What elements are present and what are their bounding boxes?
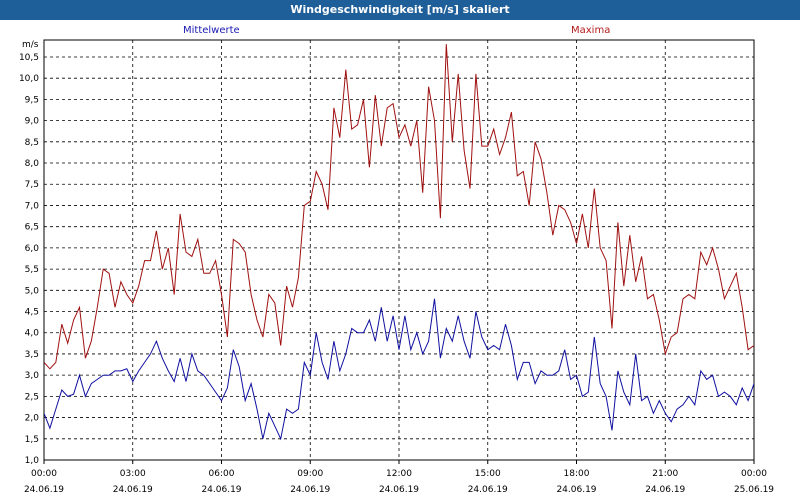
y-tick-label: 4,0 bbox=[25, 329, 40, 339]
legend-maxima: Maxima bbox=[571, 25, 611, 36]
x-tick-time: 03:00 bbox=[120, 469, 146, 479]
y-tick-label: 10,0 bbox=[19, 74, 39, 84]
x-tick-time: 12:00 bbox=[386, 469, 412, 479]
x-tick-date: 24.06.19 bbox=[379, 485, 419, 495]
x-tick-time: 09:00 bbox=[297, 469, 323, 479]
x-tick-date: 24.06.19 bbox=[113, 485, 153, 495]
x-tick-date: 24.06.19 bbox=[645, 485, 685, 495]
series-line-mittelwerte bbox=[44, 298, 754, 441]
y-tick-label: 7,0 bbox=[25, 201, 40, 211]
y-tick-label: 3,0 bbox=[25, 371, 40, 381]
x-tick-time: 06:00 bbox=[209, 469, 235, 479]
y-axis-unit: m/s bbox=[22, 40, 39, 50]
y-tick-label: 2,5 bbox=[25, 392, 39, 402]
y-tick-label: 4,5 bbox=[25, 308, 39, 318]
y-tick-label: 1,0 bbox=[25, 456, 40, 466]
y-tick-label: 6,5 bbox=[25, 223, 39, 233]
y-tick-label: 7,5 bbox=[25, 180, 39, 190]
x-tick-date: 24.06.19 bbox=[468, 485, 508, 495]
y-tick-label: 1,5 bbox=[25, 435, 39, 445]
x-tick-date: 25.06.19 bbox=[734, 485, 774, 495]
y-tick-label: 9,0 bbox=[25, 117, 40, 127]
legend-mittelwerte: Mittelwerte bbox=[183, 25, 240, 36]
x-tick-date: 24.06.19 bbox=[290, 485, 330, 495]
x-tick-date: 24.06.19 bbox=[24, 485, 64, 495]
y-tick-label: 10,5 bbox=[19, 53, 39, 63]
y-tick-label: 8,0 bbox=[25, 159, 40, 169]
series-line-maxima bbox=[44, 44, 754, 370]
x-tick-date: 24.06.19 bbox=[556, 485, 596, 495]
y-tick-label: 5,5 bbox=[25, 265, 39, 275]
window-title: Windgeschwindigkeit [m/s] skaliert bbox=[0, 0, 800, 20]
x-tick-time: 18:00 bbox=[564, 469, 590, 479]
y-tick-label: 6,0 bbox=[25, 244, 40, 254]
y-tick-label: 8,5 bbox=[25, 138, 39, 148]
y-tick-label: 2,0 bbox=[25, 414, 40, 424]
y-tick-label: 9,5 bbox=[25, 95, 39, 105]
x-tick-time: 00:00 bbox=[31, 469, 57, 479]
x-tick-time: 21:00 bbox=[652, 469, 678, 479]
y-tick-label: 5,0 bbox=[25, 286, 40, 296]
x-tick-date: 24.06.19 bbox=[201, 485, 241, 495]
y-tick-label: 3,5 bbox=[25, 350, 39, 360]
x-tick-time: 15:00 bbox=[475, 469, 501, 479]
plot-frame bbox=[43, 39, 755, 461]
x-tick-time: 00:00 bbox=[741, 469, 767, 479]
